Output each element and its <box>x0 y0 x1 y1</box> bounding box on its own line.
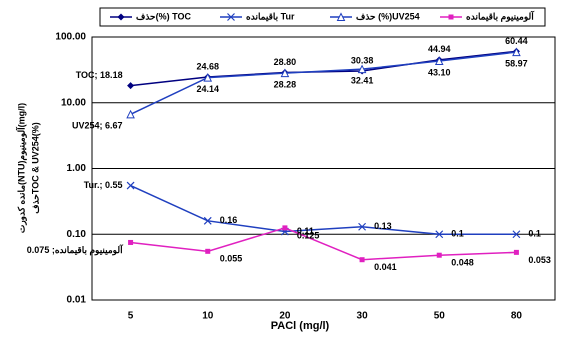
y-tick-label: 0.10 <box>67 229 87 240</box>
legend-label: آلومینیوم باقیمانده <box>466 10 535 22</box>
legend-label: حذف (%)UV254 <box>356 11 420 21</box>
marker <box>280 68 290 78</box>
marker <box>203 72 213 82</box>
series-line <box>130 51 517 115</box>
legend-marker <box>336 12 346 21</box>
y-tick-label: 0.01 <box>67 295 87 306</box>
marker <box>512 47 521 57</box>
series-line <box>130 50 517 87</box>
data-label: 43.10 <box>428 67 451 77</box>
data-label: 0.048 <box>451 258 474 268</box>
marker <box>434 56 444 66</box>
data-label: 0.055 <box>220 254 243 264</box>
data-label: 30.38 <box>351 55 374 65</box>
x-tick-label: 80 <box>511 311 523 322</box>
marker <box>127 82 135 90</box>
data-label: 0.1 <box>451 229 464 239</box>
data-label: 0.13 <box>374 221 392 231</box>
data-label: TOC; 18.18 <box>76 70 123 80</box>
x-tick-label: 5 <box>128 311 134 322</box>
legend-marker <box>117 13 125 21</box>
data-label: 0.16 <box>220 215 238 225</box>
x-tick-label: 30 <box>357 311 369 322</box>
data-label: 0.1 <box>528 229 541 239</box>
x-axis-label: PACl (mg/l) <box>271 320 330 332</box>
data-label: 0.041 <box>374 262 397 272</box>
y-tick-label: 1.00 <box>67 163 87 174</box>
data-label: 60.44 <box>505 36 528 46</box>
data-label: 58.97 <box>505 58 528 68</box>
data-label: 28.28 <box>274 79 297 89</box>
marker <box>126 181 135 190</box>
x-tick-label: 20 <box>279 311 291 322</box>
data-label: Tur.; 0.55 <box>84 180 123 190</box>
marker <box>513 249 519 255</box>
marker <box>128 239 134 245</box>
marker <box>359 257 365 263</box>
data-label: 0.11 <box>297 226 314 236</box>
y-tick-label: 100.00 <box>55 32 86 43</box>
marker <box>126 109 135 119</box>
data-label: UV254; 6.67 <box>72 121 123 131</box>
series-line <box>130 184 517 235</box>
data-label: 0.125 <box>297 230 320 240</box>
data-label: 32.41 <box>351 76 374 86</box>
y-tick-label: 10.00 <box>61 97 86 108</box>
marker <box>282 225 288 231</box>
legend-label: باقیمانده Tur <box>246 11 295 21</box>
legend-box <box>99 7 546 27</box>
series-line <box>130 227 517 261</box>
y-axis-label: مانده کدورت(NTU)آلومینیوم(mg/l) <box>15 103 27 233</box>
x-tick-label: 50 <box>434 311 446 322</box>
data-label: 44.94 <box>428 44 451 54</box>
data-label: 24.14 <box>196 84 219 94</box>
data-label: 28.80 <box>274 57 297 67</box>
data-label: 24.68 <box>196 61 219 71</box>
legend-label: حذف(%) TOC <box>136 11 191 21</box>
y-axis-label: حذفTOC & UV254(%) <box>30 122 40 213</box>
legend-marker <box>448 14 454 20</box>
data-label: آلومینیوم باقیمانده; 0.075 <box>27 244 124 256</box>
legend-marker <box>227 13 235 21</box>
data-label: 0.053 <box>528 255 551 265</box>
marker <box>435 230 444 239</box>
marker <box>512 230 521 239</box>
marker <box>203 216 212 225</box>
marker <box>358 222 367 231</box>
x-tick-label: 10 <box>202 311 214 322</box>
marker <box>436 252 442 258</box>
marker <box>357 64 367 74</box>
marker <box>205 248 211 254</box>
